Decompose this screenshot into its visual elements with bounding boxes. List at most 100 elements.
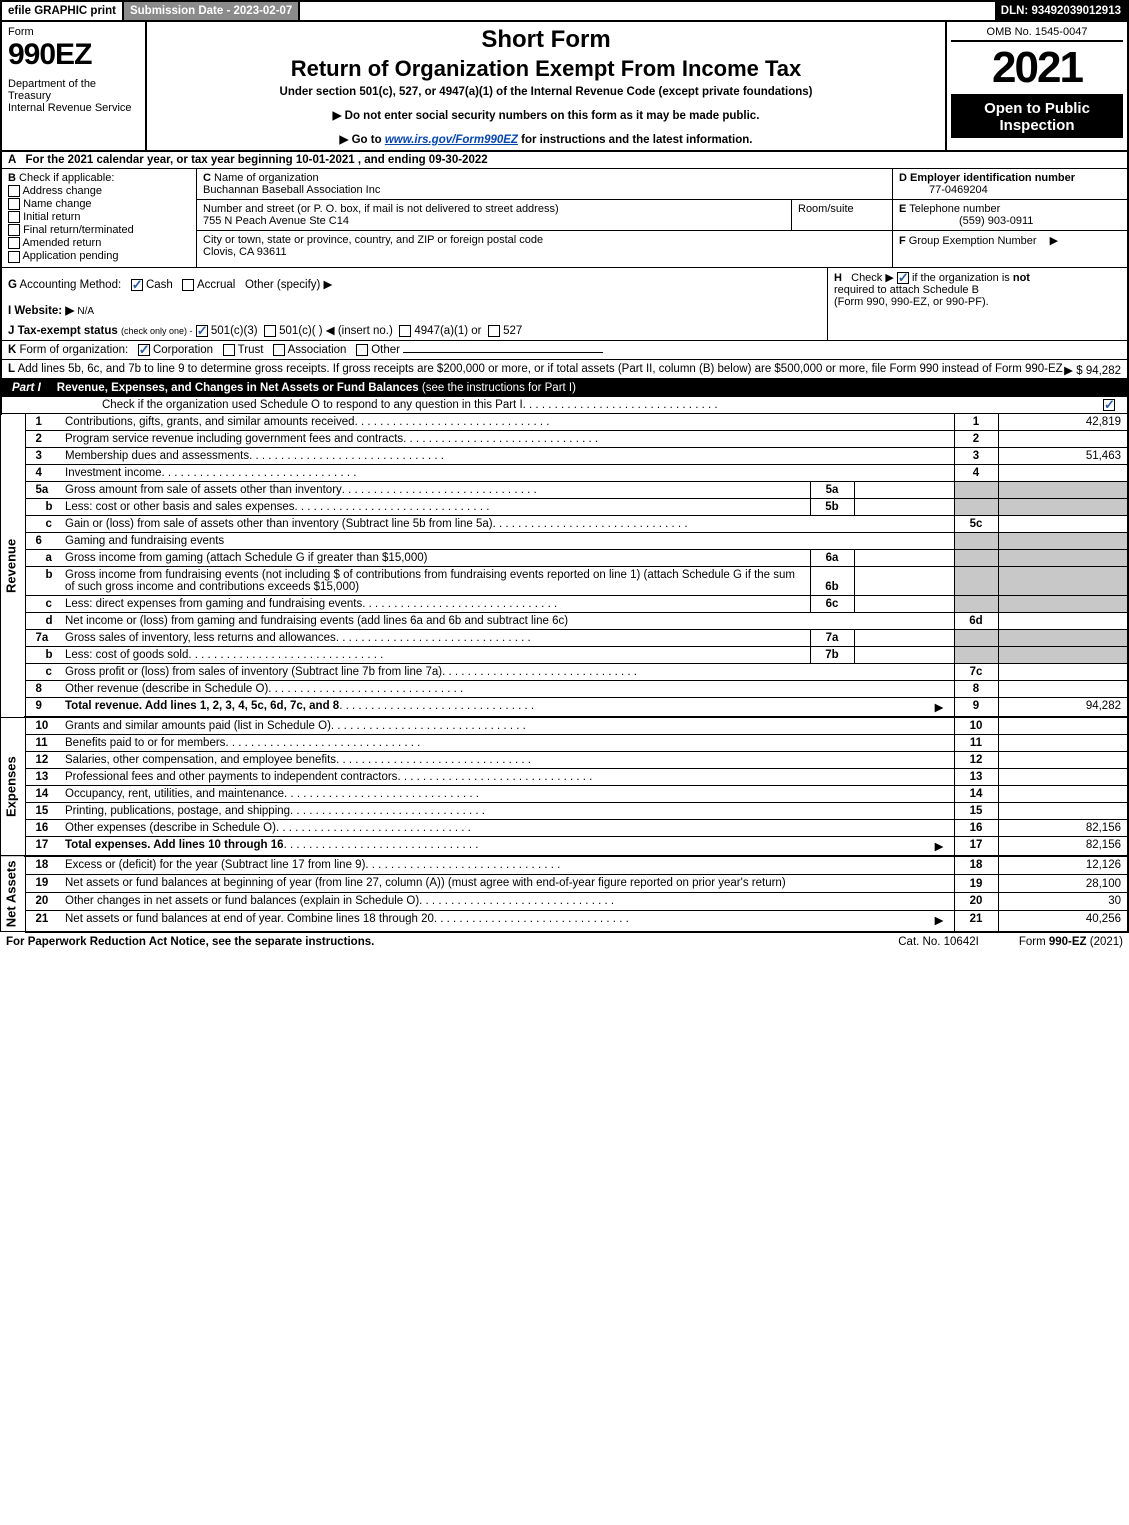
b-opt-initial[interactable]: Initial return: [8, 211, 190, 223]
nc-14: 14: [954, 785, 998, 802]
b-opt-pending[interactable]: Application pending: [8, 250, 190, 262]
sc-5a: 5a: [810, 481, 854, 498]
501c3-checkbox[interactable]: [196, 325, 208, 337]
g-text: Accounting Method:: [20, 279, 122, 291]
nc-15: 15: [954, 802, 998, 819]
page-footer: For Paperwork Reduction Act Notice, see …: [0, 933, 1129, 951]
ln-18: 18: [25, 856, 61, 875]
d-label: D: [899, 172, 907, 184]
ln-8: 8: [25, 680, 61, 697]
footer-left: For Paperwork Reduction Act Notice, see …: [6, 936, 858, 948]
ln-4: 4: [25, 464, 61, 481]
ln-13: 13: [25, 768, 61, 785]
h-text1: Check ▶: [851, 272, 894, 284]
501c-checkbox[interactable]: [264, 325, 276, 337]
sv-6a: [854, 549, 954, 566]
ln-15: 15: [25, 802, 61, 819]
b-opt-amended[interactable]: Amended return: [8, 237, 190, 249]
b-opt-final[interactable]: Final return/terminated: [8, 224, 190, 236]
trust-checkbox[interactable]: [223, 344, 235, 356]
4947-checkbox[interactable]: [399, 325, 411, 337]
val-20: 30: [998, 893, 1128, 911]
line-6b: b Gross income from fundraising events (…: [1, 566, 1128, 595]
part1-sub: (see the instructions for Part I): [422, 382, 576, 394]
ein-val: 77-0469204: [899, 184, 988, 196]
c-label: C: [203, 172, 211, 184]
line-6: 6 Gaming and fundraising events: [1, 532, 1128, 549]
nc-7b-grey: [954, 646, 998, 663]
other-lbl: Other (specify) ▶: [245, 279, 332, 291]
desc-13: Professional fees and other payments to …: [65, 771, 397, 783]
501c-lbl: 501(c)( ) ◀ (insert no.): [279, 325, 393, 337]
ln-9: 9: [25, 697, 61, 717]
assoc-lbl: Association: [288, 344, 347, 356]
val-14: [998, 785, 1128, 802]
ln-1: 1: [25, 414, 61, 431]
i-row: I Website: ▶ N/A: [8, 297, 821, 323]
line-6c: c Less: direct expenses from gaming and …: [1, 595, 1128, 612]
expenses-side-label: Expenses: [1, 717, 25, 856]
h-checkbox[interactable]: [897, 272, 909, 284]
527-lbl: 527: [503, 325, 522, 337]
nc-5c: 5c: [954, 515, 998, 532]
val-7a-grey: [998, 629, 1128, 646]
line-11: 11 Benefits paid to or for members 11: [1, 734, 1128, 751]
grp-lbl: Group Exemption Number: [909, 235, 1037, 247]
other-checkbox[interactable]: [356, 344, 368, 356]
b-opt-2: Initial return: [23, 211, 80, 223]
corp-checkbox[interactable]: [138, 344, 150, 356]
city-row: City or town, state or province, country…: [197, 230, 892, 261]
part1-label: Part I: [2, 379, 51, 397]
line-9: 9 Total revenue. Add lines 1, 2, 3, 4, 5…: [1, 697, 1128, 717]
sc-6a: 6a: [810, 549, 854, 566]
ln-6c: c: [25, 595, 61, 612]
ln-5b: b: [25, 498, 61, 515]
nc-6c-grey: [954, 595, 998, 612]
arrow-9: ▶: [929, 700, 950, 714]
b-opt-1: Name change: [23, 198, 92, 210]
irs-link[interactable]: www.irs.gov/Form990EZ: [385, 134, 518, 146]
ln-6a: a: [25, 549, 61, 566]
cash-checkbox[interactable]: [131, 279, 143, 291]
desc-11: Benefits paid to or for members: [65, 737, 225, 749]
efile-label[interactable]: efile GRAPHIC print: [2, 2, 124, 20]
line-8: 8 Other revenue (describe in Schedule O)…: [1, 680, 1128, 697]
nc-18: 18: [954, 856, 998, 875]
open-inspection: Open to Public Inspection: [951, 96, 1123, 138]
line-15: 15 Printing, publications, postage, and …: [1, 802, 1128, 819]
assoc-checkbox[interactable]: [273, 344, 285, 356]
desc-17: Total expenses. Add lines 10 through 16: [65, 839, 284, 851]
b-opt-name[interactable]: Name change: [8, 198, 190, 210]
b-label: B: [8, 172, 16, 184]
tel-lbl: Telephone number: [909, 203, 1000, 215]
h-not: not: [1013, 272, 1030, 284]
part1-checkbox[interactable]: [1103, 399, 1115, 411]
527-checkbox[interactable]: [488, 325, 500, 337]
section-b: B Check if applicable: Address change Na…: [2, 169, 197, 267]
desc-4: Investment income: [65, 467, 162, 479]
nc-7c: 7c: [954, 663, 998, 680]
val-13: [998, 768, 1128, 785]
b-opt-address[interactable]: Address change: [8, 185, 190, 197]
desc-6d: Net income or (loss) from gaming and fun…: [65, 615, 568, 627]
desc-16: Other expenses (describe in Schedule O): [65, 822, 276, 834]
entity-block: B Check if applicable: Address change Na…: [0, 169, 1129, 268]
ln-17: 17: [25, 836, 61, 856]
nc-3: 3: [954, 447, 998, 464]
sc-6c: 6c: [810, 595, 854, 612]
desc-6b: Gross income from fundraising events (no…: [61, 566, 810, 595]
header-right: OMB No. 1545-0047 2021 Open to Public In…: [947, 22, 1127, 150]
ln-7b: b: [25, 646, 61, 663]
nc-6b-grey: [954, 566, 998, 595]
nc-17: 17: [954, 836, 998, 856]
ln-2: 2: [25, 430, 61, 447]
nc-11: 11: [954, 734, 998, 751]
nc-10: 10: [954, 717, 998, 735]
nc-12: 12: [954, 751, 998, 768]
part1-header: Part I Revenue, Expenses, and Changes in…: [0, 379, 1129, 397]
footer-right-pre: Form: [1019, 936, 1049, 948]
ln-21: 21: [25, 911, 61, 932]
sv-6b: [854, 566, 954, 595]
accrual-checkbox[interactable]: [182, 279, 194, 291]
sc-6b: 6b: [810, 566, 854, 595]
